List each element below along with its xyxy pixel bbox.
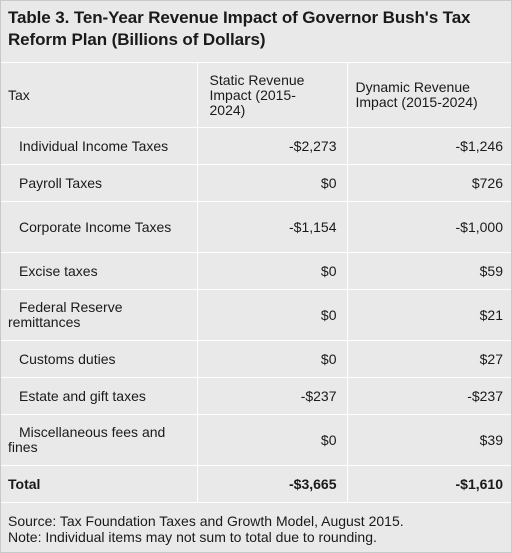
- table-title: Table 3. Ten-Year Revenue Impact of Gove…: [8, 8, 471, 49]
- table-row: Federal Reserve remittances $0 $21: [1, 289, 511, 341]
- revenue-impact-table: Tax Static Revenue Impact (2015-2024) Dy…: [1, 62, 511, 503]
- row-tax-name: Estate and gift taxes: [1, 377, 197, 415]
- row-tax-name: Federal Reserve remittances: [1, 289, 197, 341]
- row-tax-name: Payroll Taxes: [1, 164, 197, 202]
- header-row: Tax Static Revenue Impact (2015-2024) Dy…: [1, 62, 511, 128]
- row-static-value: $0: [196, 414, 347, 466]
- table-row: Estate and gift taxes -$237 -$237: [1, 377, 511, 415]
- table-row: Excise taxes $0 $59: [1, 252, 511, 290]
- row-tax-name: Excise taxes: [1, 252, 197, 290]
- column-header-tax: Tax: [1, 62, 197, 128]
- source-note: Source: Tax Foundation Taxes and Growth …: [1, 503, 511, 545]
- row-tax-name: Miscellaneous fees and fines: [1, 414, 197, 466]
- row-dynamic-value: -$1,246: [346, 127, 511, 165]
- row-static-value: $0: [196, 340, 347, 378]
- total-static-value: -$3,665: [196, 465, 347, 503]
- row-dynamic-value: $27: [346, 340, 511, 378]
- total-row: Total -$3,665 -$1,610: [1, 465, 511, 503]
- total-dynamic-value: -$1,610: [346, 465, 511, 503]
- row-static-value: $0: [196, 164, 347, 202]
- row-tax-name: Customs duties: [1, 340, 197, 378]
- table-row: Customs duties $0 $27: [1, 340, 511, 378]
- row-dynamic-value: -$237: [346, 377, 511, 415]
- row-dynamic-value: $59: [346, 252, 511, 290]
- row-tax-name: Corporate Income Taxes: [1, 201, 197, 253]
- row-tax-name: Individual Income Taxes: [1, 127, 197, 165]
- column-header-dynamic: Dynamic Revenue Impact (2015-2024): [346, 62, 511, 128]
- table-row: Corporate Income Taxes -$1,154 -$1,000: [1, 201, 511, 253]
- source-text: Source: Tax Foundation Taxes and Growth …: [8, 513, 404, 529]
- row-static-value: -$237: [196, 377, 347, 415]
- table-row: Payroll Taxes $0 $726: [1, 164, 511, 202]
- row-static-value: $0: [196, 252, 347, 290]
- total-label: Total: [1, 465, 197, 503]
- row-dynamic-value: $21: [346, 289, 511, 341]
- table-row: Individual Income Taxes -$2,273 -$1,246: [1, 127, 511, 165]
- row-dynamic-value: $39: [346, 414, 511, 466]
- row-static-value: $0: [196, 289, 347, 341]
- row-dynamic-value: -$1,000: [346, 201, 511, 253]
- row-static-value: -$2,273: [196, 127, 347, 165]
- table-row: Miscellaneous fees and fines $0 $39: [1, 414, 511, 466]
- rounding-note: Note: Individual items may not sum to to…: [8, 529, 377, 545]
- row-static-value: -$1,154: [196, 201, 347, 253]
- column-header-static: Static Revenue Impact (2015-2024): [196, 62, 347, 128]
- row-dynamic-value: $726: [346, 164, 511, 202]
